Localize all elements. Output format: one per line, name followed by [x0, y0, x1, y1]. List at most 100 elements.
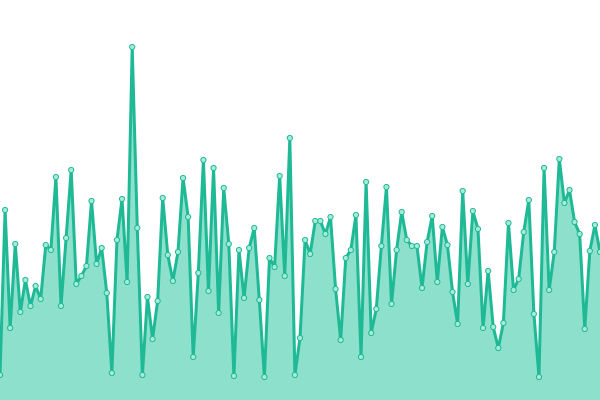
point [190, 353, 197, 361]
point [312, 217, 319, 225]
point [469, 207, 476, 215]
point [454, 320, 461, 328]
point [317, 217, 324, 225]
point [505, 219, 512, 227]
point [393, 246, 400, 254]
point [185, 213, 192, 221]
point [276, 172, 283, 180]
point [0, 371, 4, 379]
point [434, 278, 441, 286]
point [159, 194, 166, 202]
point [17, 308, 24, 316]
point [169, 277, 176, 285]
point [479, 324, 487, 332]
point [210, 164, 217, 172]
point [240, 294, 248, 302]
point [510, 286, 517, 294]
point [286, 134, 293, 142]
point [429, 212, 436, 220]
point [195, 269, 202, 277]
point [7, 324, 14, 332]
point [52, 173, 60, 181]
point [332, 285, 339, 293]
point [403, 236, 410, 244]
point [103, 289, 110, 297]
point [363, 178, 370, 186]
point [93, 260, 100, 268]
point [398, 208, 405, 216]
point [251, 224, 258, 232]
point [78, 272, 85, 280]
point [342, 254, 349, 262]
point [347, 246, 354, 254]
point [535, 373, 543, 381]
point [591, 221, 599, 229]
point [225, 240, 232, 248]
point [22, 276, 29, 284]
point [449, 288, 456, 296]
point [124, 278, 131, 286]
point [576, 230, 583, 238]
point [164, 251, 171, 259]
point [57, 302, 65, 310]
point [357, 353, 365, 361]
point [383, 183, 390, 191]
point [73, 280, 80, 288]
point [418, 284, 426, 292]
point [88, 197, 95, 205]
point [281, 272, 288, 280]
point [413, 242, 421, 250]
point [495, 344, 502, 352]
point [68, 166, 75, 174]
point [307, 250, 314, 258]
point [596, 248, 600, 256]
point [200, 156, 207, 164]
point [337, 336, 344, 344]
point [108, 369, 115, 377]
point [179, 174, 187, 182]
point [301, 236, 309, 244]
point [327, 213, 334, 221]
point [474, 225, 482, 233]
point [464, 280, 471, 288]
point [134, 224, 141, 232]
point [98, 244, 105, 252]
point [266, 254, 273, 262]
point [571, 218, 578, 226]
point [205, 287, 212, 295]
point [378, 242, 385, 250]
area-fill [0, 47, 600, 400]
point [424, 238, 431, 246]
point [154, 297, 161, 305]
point [459, 187, 466, 195]
point [322, 230, 329, 238]
point [368, 329, 375, 337]
point [37, 295, 44, 303]
point [296, 334, 304, 342]
point [530, 310, 537, 318]
point [485, 267, 492, 275]
point [556, 155, 563, 163]
point [551, 248, 558, 256]
point [444, 241, 451, 249]
point [520, 228, 527, 236]
point [63, 234, 70, 242]
point [118, 195, 126, 203]
point [566, 186, 573, 194]
point [271, 263, 278, 271]
point [439, 223, 446, 231]
point [246, 244, 253, 252]
point [32, 282, 39, 290]
point [83, 262, 90, 270]
point [546, 286, 553, 294]
point [561, 199, 568, 207]
point [261, 373, 268, 381]
point [220, 184, 227, 192]
point [12, 240, 19, 248]
point [1, 206, 9, 214]
point [540, 164, 548, 172]
point [139, 371, 146, 379]
point [235, 246, 243, 254]
point [113, 236, 121, 244]
